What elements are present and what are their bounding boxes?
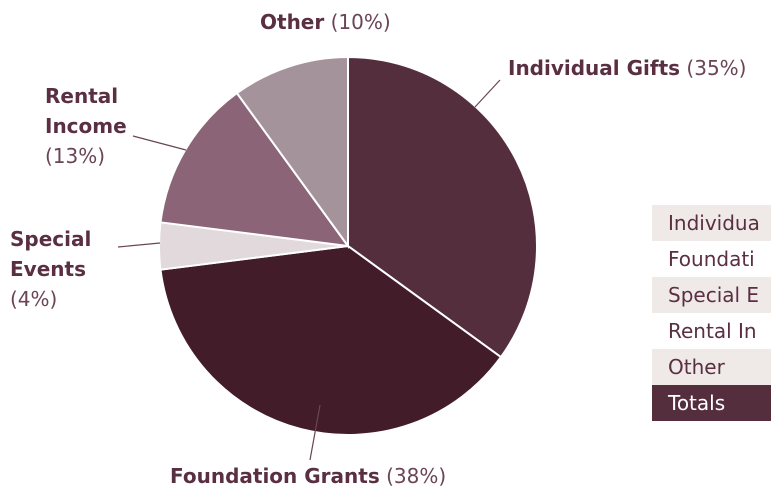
table-row: Foundati	[652, 241, 771, 277]
slice-label: Foundation Grants (38%)	[170, 464, 447, 487]
table-row: Totals	[652, 385, 771, 421]
pie-slice	[235, 55, 349, 250]
pie-slice	[159, 244, 503, 436]
leader-line	[132, 135, 187, 151]
leader-line	[117, 242, 161, 248]
table-row: Other	[652, 349, 771, 385]
table-row: Special E	[652, 277, 771, 313]
leader-line	[309, 404, 321, 461]
slice-label: Other (10%)	[260, 10, 391, 34]
table-row: Individua	[652, 205, 771, 241]
slice-label: Individual Gifts (35%)	[508, 56, 747, 80]
pie-slice	[347, 55, 538, 359]
table-row: Rental In	[652, 313, 771, 349]
slice-label: Special Events (4%)	[10, 227, 92, 311]
slice-label: Rental Income (13%)	[45, 84, 127, 168]
leader-line	[474, 79, 501, 108]
